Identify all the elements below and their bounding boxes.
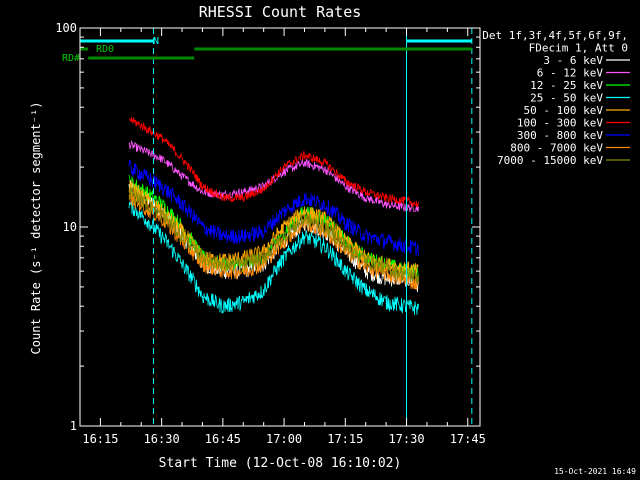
series-line [128,116,419,208]
legend-header: Det 1f,3f,4f,5f,6f,9f, [482,29,628,42]
series-line [128,159,419,257]
legend-header: FDecim 1, Att 0 [529,42,628,55]
chart-title: RHESSI Count Rates [199,3,362,21]
x-tick-label: 17:00 [266,432,302,446]
series-line [128,180,419,277]
legend-entry: 25 - 50 keV [530,92,603,105]
x-tick-label: 17:15 [327,432,363,446]
x-axis-label: Start Time (12-Oct-08 16:10:02) [159,456,402,471]
y-axis: 1 10 100 [55,21,480,433]
flag-label: RD0 [96,44,114,55]
legend-entry: 100 - 300 keV [517,117,603,130]
legend-entry: 7000 - 15000 keV [497,154,603,167]
legend-entry: 300 - 800 keV [517,129,603,142]
footer-timestamp: 15-Oct-2021 16:49 [554,467,636,476]
legend-entry: 6 - 12 keV [537,67,604,80]
x-tick-label: 17:30 [388,432,424,446]
series-line [128,139,419,213]
attenuator-bars: N RD0 RD# [62,36,472,64]
series-traces [128,116,419,316]
legend-entry: 50 - 100 keV [524,104,604,117]
x-tick-label: 16:45 [205,432,241,446]
y-axis-label: Count Rate (s⁻¹ detector segment⁻¹) [29,102,43,355]
flag-label: N [153,36,159,47]
flag-label: RD# [62,53,80,64]
y-tick-label: 1 [70,419,77,433]
y-tick-label: 100 [55,21,77,35]
x-tick-label: 17:45 [450,432,486,446]
legend: Det 1f,3f,4f,5f,6f,9f,FDecim 1, Att 03 -… [482,29,630,167]
series-line [128,199,419,316]
legend-entry: 12 - 25 keV [530,79,603,92]
y-tick-label: 10 [63,220,77,234]
x-tick-label: 16:30 [144,432,180,446]
series-line [128,186,419,284]
x-tick-label: 16:15 [82,432,118,446]
legend-entry: 3 - 6 keV [543,54,603,67]
x-axis: 16:15 16:30 16:45 17:00 17:15 17:30 17:45 [79,28,486,446]
vertical-markers [152,28,473,426]
legend-entry: 800 - 7000 keV [510,142,603,155]
